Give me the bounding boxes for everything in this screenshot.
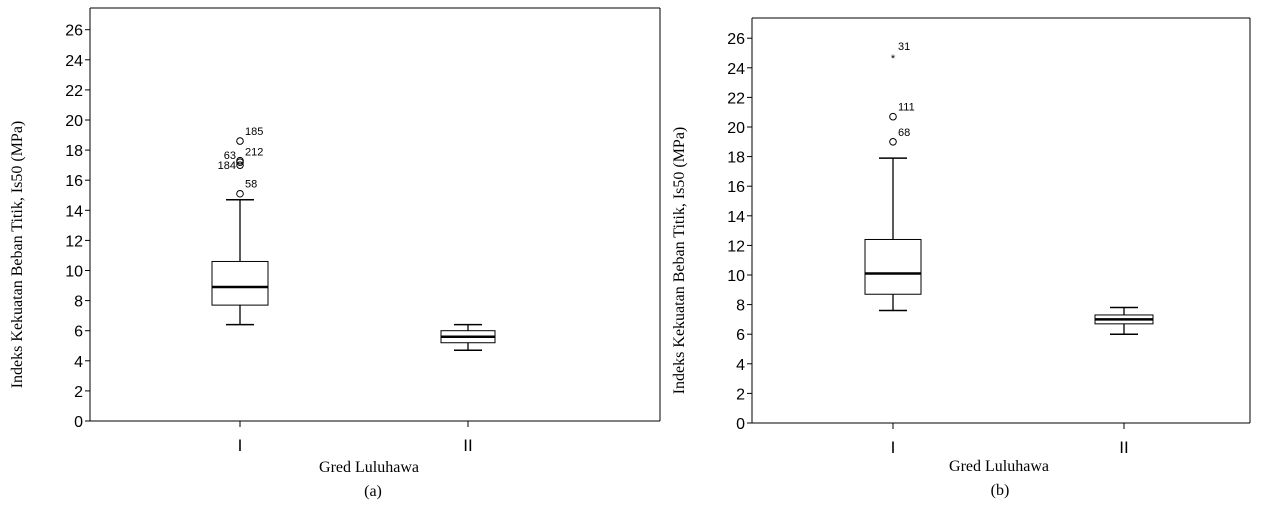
outlier-label: 63 <box>224 150 236 162</box>
x-tick-label: II <box>1119 438 1128 457</box>
y-tick-label: 16 <box>65 173 83 190</box>
y-axis-label: Indeks Kekuatan Beban Titik, Is50 (MPa) <box>9 121 26 389</box>
outlier-label: 68 <box>898 127 910 139</box>
y-tick-label: 18 <box>727 150 745 167</box>
box-II <box>440 323 496 352</box>
box-I: *31 111 68 <box>864 41 922 312</box>
y-tick-label: 2 <box>736 386 745 403</box>
figure-caption: (a) <box>364 483 382 500</box>
y-tick-label: 0 <box>74 414 83 431</box>
y-tick-label: 8 <box>74 294 83 311</box>
y-tick-label: 12 <box>65 233 83 250</box>
y-tick-label: 16 <box>727 179 745 196</box>
outlier-label: 212 <box>245 147 263 159</box>
y-tick-label: 20 <box>727 120 745 137</box>
y-axis-label: Indeks Kekuatan Beban Titik, Is50 (MPa) <box>671 127 688 395</box>
outlier-label: 31 <box>898 41 910 53</box>
outlier-circle-marker <box>236 161 244 169</box>
outlier-circle-marker <box>236 137 244 145</box>
box-iqr <box>211 260 269 306</box>
box-iqr <box>864 238 922 295</box>
outlier-label: 184 <box>218 160 236 172</box>
y-tick-label: 4 <box>736 357 745 374</box>
y-tick-label: 26 <box>727 31 745 48</box>
outlier-label: 58 <box>245 179 257 191</box>
outlier-label: 185 <box>245 126 263 138</box>
y-tick-label: 6 <box>74 324 83 341</box>
y-tick-label: 0 <box>736 416 745 433</box>
outlier-star-marker: * <box>891 53 896 65</box>
y-tick-label: 4 <box>74 354 83 371</box>
y-tick-label: 8 <box>736 298 745 315</box>
y-tick-label: 24 <box>65 53 83 70</box>
y-tick-label: 10 <box>727 268 745 285</box>
y-tick-label: 10 <box>65 264 83 281</box>
outlier-circle-marker <box>236 189 244 198</box>
x-axis-label: Gred Luluhawa <box>319 459 419 476</box>
y-tick-label: 14 <box>727 209 745 226</box>
y-tick-label: 22 <box>727 90 745 107</box>
y-tick-label: 2 <box>74 384 83 401</box>
x-axis-label: Gred Luluhawa <box>949 458 1049 475</box>
y-tick-label: 14 <box>65 203 83 220</box>
y-tick-label: 24 <box>727 61 745 78</box>
x-tick-label: I <box>891 438 896 457</box>
x-tick-label: I <box>238 436 243 455</box>
outlier-circle-marker <box>889 112 897 121</box>
outlier-circle-marker <box>236 158 244 166</box>
y-tick-label: 26 <box>65 23 83 40</box>
outlier-circle-marker <box>889 138 897 146</box>
figure-caption: (b) <box>991 482 1010 499</box>
y-tick-label: 22 <box>65 83 83 100</box>
outlier-label: 111 <box>898 102 915 114</box>
y-tick-label: 18 <box>65 143 83 160</box>
y-tick-label: 12 <box>727 238 745 255</box>
y-tick-label: 20 <box>65 113 83 130</box>
x-tick-label: II <box>463 436 472 455</box>
box-II <box>1094 306 1154 335</box>
y-tick-label: 6 <box>736 327 745 344</box>
